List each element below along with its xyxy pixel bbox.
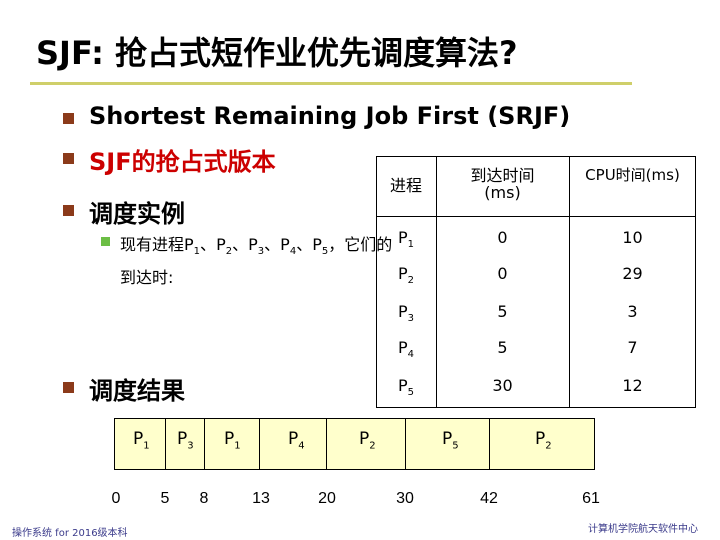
gantt-tick: 42 — [480, 490, 498, 507]
bullet-marker — [63, 113, 74, 124]
example-proc: P5 — [312, 235, 329, 258]
process-table: 进程 到达时间 (ms) CPU时间(ms) P1 0 10 P2 0 29 P… — [376, 156, 696, 408]
row-process: P5 — [397, 376, 415, 399]
gantt-tick: 30 — [396, 490, 414, 507]
table-border — [376, 156, 696, 408]
sub-bullet-marker — [101, 237, 110, 246]
row-cpu-time: 29 — [622, 264, 643, 283]
title-divider — [30, 82, 632, 85]
gantt-segment: P2 — [326, 418, 406, 470]
example-proc: P3、 — [248, 235, 281, 258]
gantt-tick: 0 — [111, 490, 121, 507]
table-col-divider — [569, 156, 570, 408]
row-process: P3 — [397, 302, 415, 325]
gantt-tick: 20 — [318, 490, 336, 507]
row-arrival: 30 — [492, 376, 513, 395]
header-cpu-time: CPU时间(ms) — [585, 166, 680, 184]
gantt-segment: P1 — [204, 418, 260, 470]
bullet-result-heading: 调度结果 — [89, 377, 185, 405]
example-prefix: 现有进程 — [120, 235, 185, 254]
row-arrival: 5 — [497, 302, 508, 321]
bullet-marker — [63, 205, 74, 216]
bullet-example-heading: 调度实例 — [89, 200, 185, 228]
gantt-tick: 61 — [582, 490, 600, 507]
row-process: P1 — [397, 228, 415, 251]
slide-title: SJF: 抢占式短作业优先调度算法? — [36, 34, 518, 72]
gantt-tick: 13 — [252, 490, 270, 507]
row-cpu-time: 10 — [622, 228, 643, 247]
header-arrival-unit: (ms) — [484, 183, 521, 202]
row-arrival: 0 — [497, 228, 508, 247]
gantt-segment: P1 — [114, 418, 166, 470]
gantt-tick: 5 — [160, 490, 170, 507]
row-process: P4 — [397, 338, 415, 361]
footer-course: 操作系统 for 2016级本科 — [12, 528, 128, 539]
bullet-marker — [63, 153, 74, 164]
bullet-marker — [63, 382, 74, 393]
row-cpu-time: 12 — [622, 376, 643, 395]
gantt-segment: P5 — [405, 418, 490, 470]
gantt-segment: P3 — [165, 418, 205, 470]
gantt-segment: P4 — [259, 418, 327, 470]
gantt-tick: 8 — [199, 490, 209, 507]
row-cpu-time: 7 — [627, 338, 638, 357]
table-col-divider — [436, 156, 437, 408]
example-proc: P4、 — [280, 235, 313, 258]
example-line-2: 到达时: — [120, 268, 174, 287]
gantt-segment: P2 — [489, 418, 595, 470]
header-arrival: 到达时间 — [470, 166, 535, 185]
example-proc: P2、 — [216, 235, 249, 258]
row-arrival: 5 — [497, 338, 508, 357]
row-arrival: 0 — [497, 264, 508, 283]
example-proc: P1、 — [184, 235, 217, 258]
table-header-divider — [376, 216, 696, 217]
header-process: 进程 — [389, 176, 422, 195]
example-line-1: 现有进程P1、P2、P3、P4、P5，它们的 — [120, 231, 392, 257]
row-cpu-time: 3 — [627, 302, 638, 321]
row-process: P2 — [397, 264, 415, 287]
bullet-srjf: Shortest Remaining Job First (SRJF) — [89, 102, 571, 130]
footer-department: 计算机学院航天软件中心 — [588, 524, 698, 535]
bullet-preemptive-sjf: SJF的抢占式版本 — [89, 148, 276, 176]
